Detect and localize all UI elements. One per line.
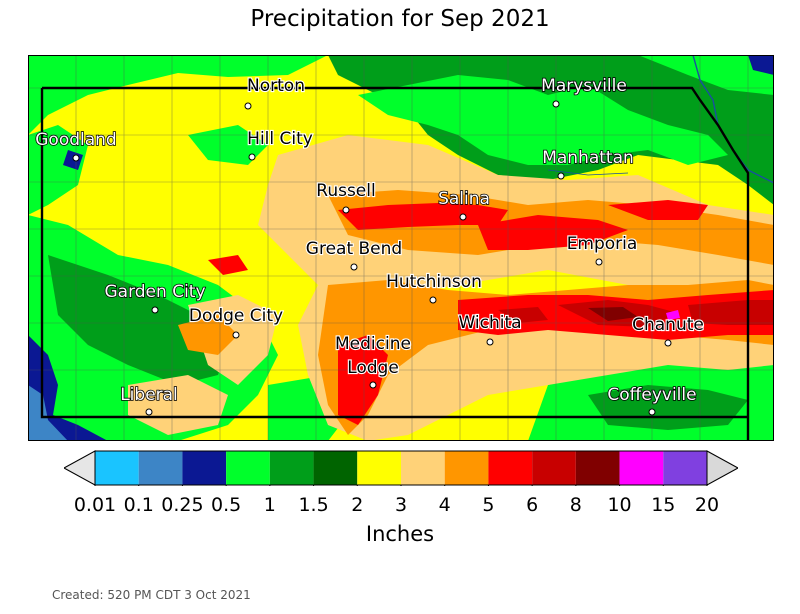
city-label: Hutchinson (386, 272, 482, 292)
city-label: Coffeyville (607, 385, 696, 405)
city-marker (459, 213, 467, 221)
city-label: Garden City (104, 282, 205, 302)
city-label: Lodge (347, 358, 399, 378)
city-marker (552, 100, 560, 108)
city-label: Dodge City (189, 306, 283, 326)
city-marker (664, 339, 672, 347)
city-marker (429, 296, 437, 304)
colorbar-tick-label: 0.01 (73, 494, 117, 516)
colorbar-swatch (138, 451, 183, 485)
colorbar-swatch (357, 451, 401, 485)
city-label: Norton (247, 76, 305, 96)
precipitation-map: Norton Marysville Goodland Hill City Manhatt… (28, 55, 774, 441)
colorbar-over-triangle (706, 450, 738, 486)
city-marker (486, 338, 494, 346)
colorbar-swatch (401, 451, 445, 485)
colorbar-swatch (269, 451, 314, 485)
colorbar-tick-label: 1 (263, 494, 276, 516)
kansas-border (40, 86, 750, 441)
colorbar-tick-label: 2 (351, 494, 364, 516)
city-marker (342, 206, 350, 214)
colorbar-swatch (488, 451, 533, 485)
city-marker (350, 263, 358, 271)
precip-magenta-area (666, 310, 680, 320)
colorbar-swatch (663, 451, 707, 485)
colorbar-under-triangle (64, 450, 96, 486)
precip-maroon-area (588, 307, 638, 321)
colorbar-tick-label: 6 (526, 494, 539, 516)
colorbar-tick-label: 8 (569, 494, 582, 516)
colorbar-swatch (575, 451, 620, 485)
colorbar-tick-label: 0.5 (211, 494, 242, 516)
colorbar-swatch (619, 451, 664, 485)
city-label: Great Bend (306, 239, 402, 259)
city-marker (648, 408, 656, 416)
colorbar-units: Inches (365, 522, 435, 546)
city-label: Hill City (247, 129, 313, 149)
colorbar-swatch (532, 451, 576, 485)
city-label: Russell (316, 181, 375, 201)
city-marker (248, 153, 256, 161)
colorbar-swatch (444, 451, 489, 485)
map-title: Precipitation for Sep 2021 (250, 6, 550, 32)
city-label: Medicine (335, 334, 411, 354)
colorbar (64, 450, 738, 486)
city-marker (244, 102, 252, 110)
colorbar-swatch (226, 451, 270, 485)
colorbar-tick-label: 15 (651, 494, 676, 516)
colorbar-tick-label: 3 (394, 494, 408, 516)
city-marker (557, 172, 565, 180)
colorbar-tick-label: 20 (694, 494, 720, 516)
city-marker (232, 331, 240, 339)
colorbar-swatch (95, 451, 139, 485)
colorbar-tick-label: 5 (482, 494, 495, 516)
city-labels: Norton Marysville Goodland Hill City Manhatt… (34, 75, 705, 416)
city-marker (145, 408, 153, 416)
colorbar-tick-label: 1.5 (298, 494, 329, 516)
colorbar-swatch (182, 451, 227, 485)
city-label: Manhattan (542, 148, 634, 168)
colorbar-swatch (313, 451, 358, 485)
city-label: Emporia (567, 234, 638, 254)
city-marker (595, 258, 603, 266)
city-label: Marysville (541, 76, 627, 96)
city-label: Chanute (632, 315, 704, 335)
city-marker (369, 381, 377, 389)
colorbar-tick-label: 10 (607, 494, 632, 516)
colorbar-tick-label: 0.25 (161, 494, 204, 516)
colorbar-tick-label: 0.1 (123, 494, 154, 516)
city-label: Salina (438, 189, 490, 209)
city-label: Goodland (35, 130, 116, 150)
precip-blue-areas (28, 55, 774, 441)
created-timestamp: Created: 520 PM CDT 3 Oct 2021 (52, 588, 251, 602)
city-label: Wichita (458, 313, 521, 333)
city-marker (72, 154, 80, 162)
city-marker (151, 306, 159, 314)
city-label: Liberal (120, 385, 178, 405)
colorbar-tick-label: 4 (438, 494, 451, 516)
river (547, 169, 629, 176)
